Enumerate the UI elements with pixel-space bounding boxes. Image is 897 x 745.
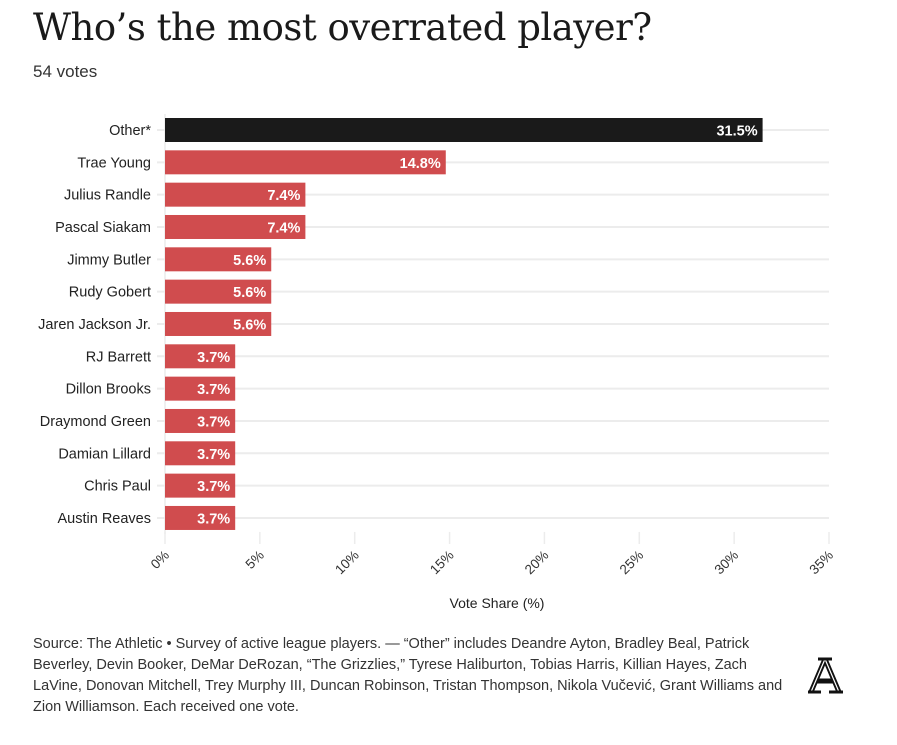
bar: [165, 311, 272, 336]
data-label: 3.7%: [197, 414, 230, 430]
data-label: 3.7%: [197, 511, 230, 527]
bar: [165, 505, 236, 530]
data-label: 5.6%: [233, 285, 266, 301]
data-label: 3.7%: [197, 350, 230, 366]
data-label: 5.6%: [233, 253, 266, 269]
data-label: 14.8%: [400, 156, 441, 172]
bar: [165, 376, 236, 401]
category-label: Pascal Siakam: [55, 220, 151, 236]
bar: [165, 118, 763, 142]
vote-count: 54 votes: [33, 62, 98, 81]
x-tick-label: 25%: [617, 547, 647, 577]
bar: [165, 182, 306, 207]
data-label: 3.7%: [197, 447, 230, 463]
bar: [165, 441, 236, 466]
category-label: Dillon Brooks: [66, 382, 151, 398]
category-label: Jimmy Butler: [67, 252, 151, 268]
the-athletic-logo: [808, 657, 843, 694]
x-tick-label: 30%: [712, 547, 742, 577]
data-label: 3.7%: [197, 382, 230, 398]
footnote: Source: The Athletic • Survey of active …: [33, 636, 783, 715]
x-tick-label: 15%: [427, 547, 457, 577]
category-label: RJ Barrett: [86, 349, 151, 365]
data-label: 5.6%: [233, 317, 266, 333]
bar: [165, 344, 236, 369]
category-label: Jaren Jackson Jr.: [38, 317, 151, 333]
data-label: 7.4%: [267, 220, 300, 236]
x-axis-label: Vote Share (%): [450, 595, 545, 611]
bar: [165, 279, 272, 304]
category-label: Chris Paul: [84, 479, 151, 495]
bar: [165, 247, 272, 272]
category-label: Draymond Green: [40, 414, 151, 430]
x-tick-label: 5%: [243, 547, 267, 571]
chart-title: Who’s the most overrated player?: [33, 6, 652, 49]
bar: [165, 150, 446, 175]
x-tick-label: 35%: [806, 547, 836, 577]
bar: [165, 408, 236, 433]
category-label: Austin Reaves: [58, 511, 152, 527]
bar-chart: Other* 31.5% Trae Young 14.8% Julius Randle 7…: [38, 114, 836, 611]
category-label: Julius Randle: [64, 188, 151, 204]
bar: [165, 214, 306, 239]
category-label: Trae Young: [77, 155, 151, 171]
x-tick-label: 20%: [522, 547, 552, 577]
data-label: 7.4%: [267, 188, 300, 204]
x-tick-label: 0%: [148, 547, 172, 571]
category-label: Other*: [109, 123, 151, 139]
category-label: Rudy Gobert: [69, 285, 151, 301]
bar: [165, 473, 236, 498]
x-tick-label: 10%: [332, 547, 362, 577]
data-label: 31.5%: [716, 124, 757, 140]
category-label: Damian Lillard: [58, 446, 151, 462]
data-label: 3.7%: [197, 479, 230, 495]
